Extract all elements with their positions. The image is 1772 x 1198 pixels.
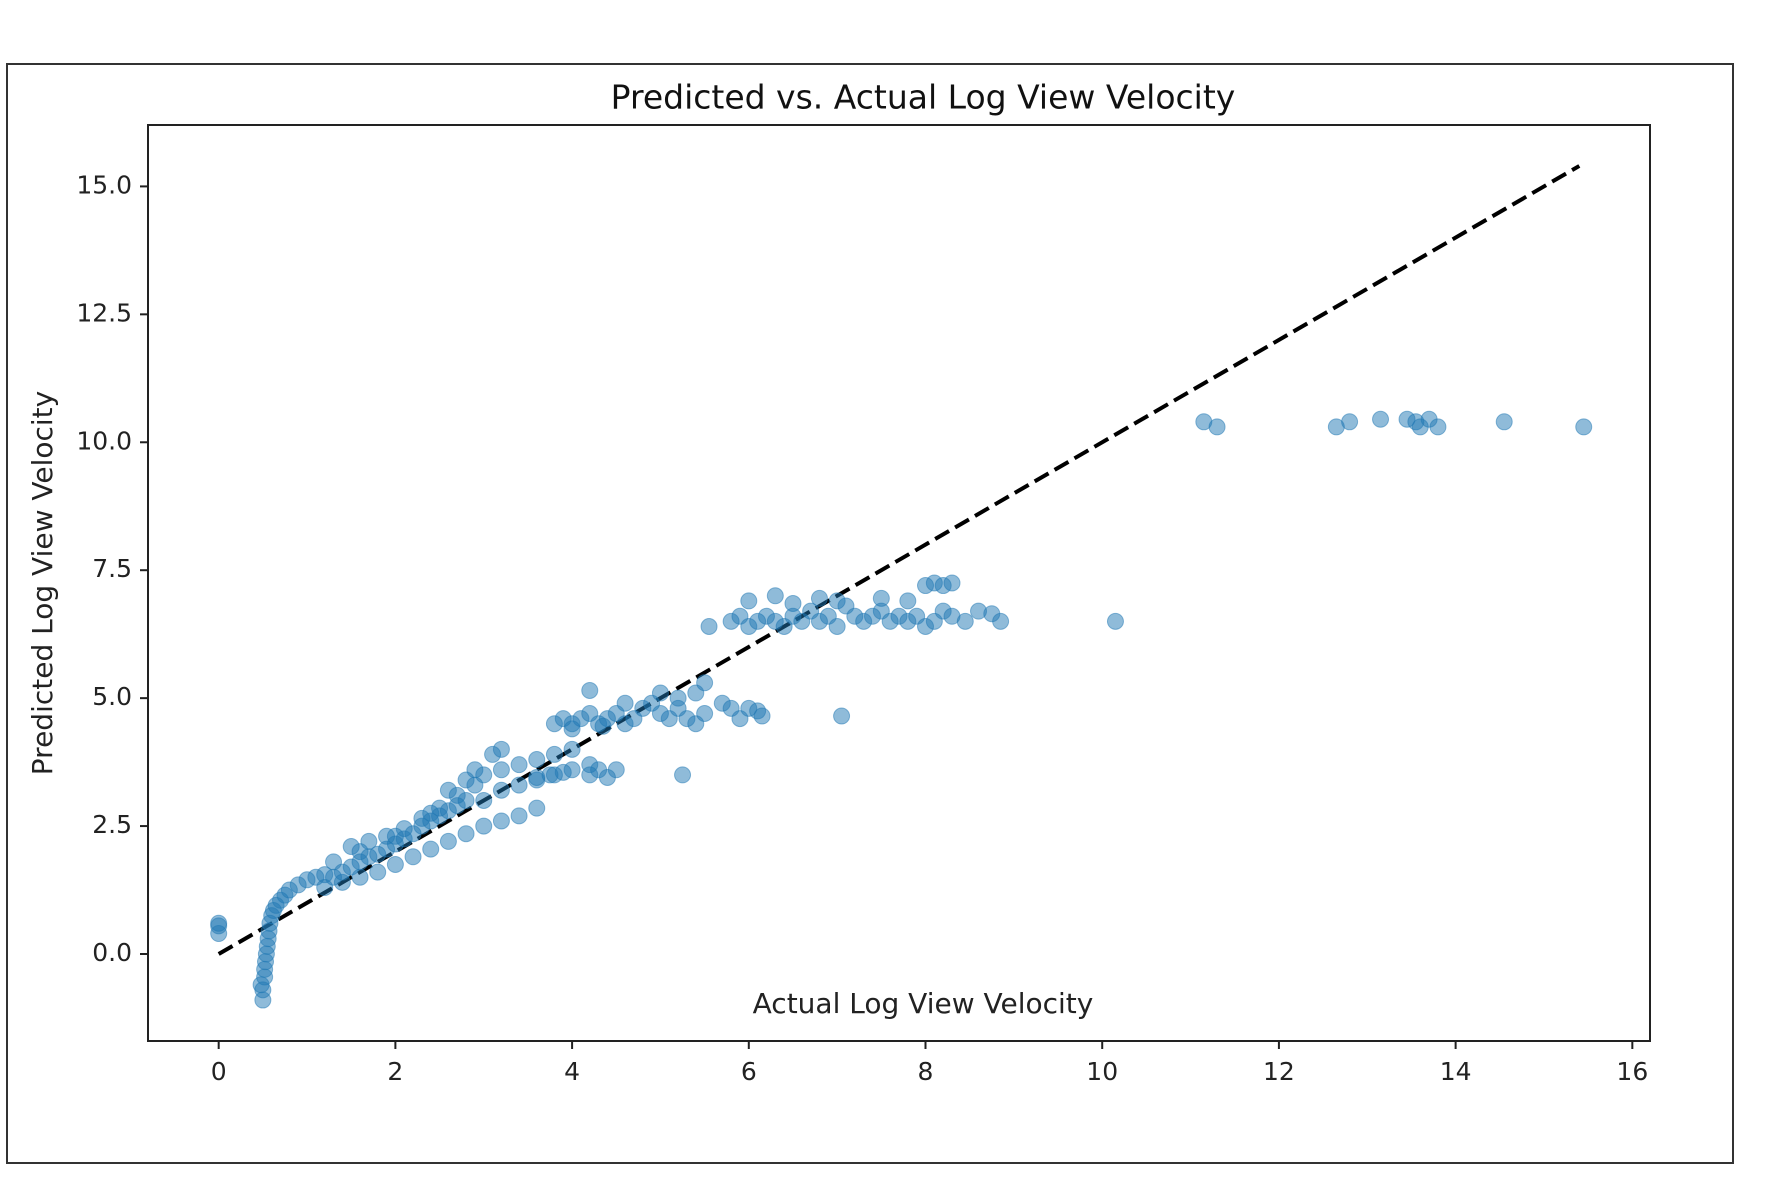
scatter-point bbox=[1372, 410, 1390, 428]
scatter-point bbox=[369, 863, 387, 881]
scatter-point bbox=[422, 804, 440, 822]
scatter-point bbox=[1575, 418, 1593, 436]
scatter-point bbox=[753, 707, 771, 725]
scatter-point bbox=[492, 812, 510, 830]
x-tick-label: 8 bbox=[918, 1057, 934, 1086]
scatter-point bbox=[386, 855, 404, 873]
scatter-point bbox=[598, 768, 616, 786]
scatter-point bbox=[325, 853, 343, 871]
scatter-point bbox=[833, 707, 851, 725]
scatter-point bbox=[492, 781, 510, 799]
scatter-point bbox=[899, 592, 917, 610]
figure-frame: Predicted vs. Actual Log View Velocity 0… bbox=[6, 63, 1734, 1164]
scatter-point bbox=[492, 740, 510, 758]
scatter-point bbox=[528, 799, 546, 817]
x-tick-label: 6 bbox=[741, 1057, 757, 1086]
scatter-point bbox=[581, 766, 599, 784]
scatter-point bbox=[1429, 418, 1447, 436]
y-tick-label: 10.0 bbox=[76, 426, 132, 455]
scatter-point bbox=[439, 832, 457, 850]
scatter-point bbox=[1495, 413, 1513, 431]
scatter-point bbox=[766, 587, 784, 605]
scatter-point bbox=[386, 827, 404, 845]
scatter-point bbox=[510, 776, 528, 794]
scatter-point bbox=[422, 840, 440, 858]
y-tick-label: 2.5 bbox=[92, 810, 132, 839]
scatter-point bbox=[700, 617, 718, 635]
x-tick-label: 4 bbox=[564, 1057, 580, 1086]
reference-line bbox=[217, 164, 1581, 956]
scatter-point bbox=[316, 878, 334, 896]
chart-title: Predicted vs. Actual Log View Velocity bbox=[611, 78, 1236, 117]
scatter-point bbox=[528, 768, 546, 786]
scatter-point bbox=[554, 763, 572, 781]
x-tick-label: 2 bbox=[387, 1057, 403, 1086]
x-tick-label: 10 bbox=[1086, 1057, 1118, 1086]
x-tick-label: 16 bbox=[1616, 1057, 1648, 1086]
scatter-point bbox=[466, 761, 484, 779]
x-tick-label: 0 bbox=[211, 1057, 227, 1086]
scatter-point bbox=[210, 914, 228, 932]
scatter-point bbox=[475, 817, 493, 835]
scatter-point bbox=[351, 843, 369, 861]
scatter-point bbox=[872, 589, 890, 607]
x-axis-label: Actual Log View Velocity bbox=[753, 987, 1094, 1020]
scatter-point bbox=[475, 791, 493, 809]
x-tick-label: 12 bbox=[1263, 1057, 1295, 1086]
scatter-point bbox=[616, 694, 634, 712]
scatter-point bbox=[1208, 418, 1226, 436]
scatter-point bbox=[439, 781, 457, 799]
scatter-point bbox=[956, 612, 974, 630]
scatter-point bbox=[581, 681, 599, 699]
scatter-point bbox=[333, 873, 351, 891]
scatter-point bbox=[492, 761, 510, 779]
y-tick-label: 0.0 bbox=[92, 938, 132, 967]
scatter-point bbox=[696, 674, 714, 692]
x-tick-label: 14 bbox=[1440, 1057, 1472, 1086]
scatter-point bbox=[992, 612, 1010, 630]
scatter-point bbox=[457, 825, 475, 843]
scatter-point bbox=[674, 766, 692, 784]
scatter-point bbox=[510, 756, 528, 774]
scatter-point bbox=[943, 574, 961, 592]
scatter-point bbox=[696, 704, 714, 722]
scatter-point bbox=[528, 751, 546, 769]
scatter-point bbox=[404, 848, 422, 866]
scatter-point bbox=[740, 592, 758, 610]
y-tick-label: 7.5 bbox=[92, 554, 132, 583]
y-axis-label: Predicted Log View Velocity bbox=[26, 391, 59, 775]
scatter-point bbox=[1341, 413, 1359, 431]
scatter-point bbox=[594, 717, 612, 735]
scatter-point bbox=[545, 745, 563, 763]
y-tick-label: 12.5 bbox=[76, 298, 132, 327]
scatter-point bbox=[970, 602, 988, 620]
scatter-point bbox=[828, 617, 846, 635]
scatter-point bbox=[784, 594, 802, 612]
y-tick-label: 5.0 bbox=[92, 682, 132, 711]
scatter-point bbox=[563, 720, 581, 738]
scatter-point bbox=[510, 807, 528, 825]
scatter-point bbox=[351, 868, 369, 886]
scatter-point bbox=[828, 592, 846, 610]
scatter-point bbox=[651, 684, 669, 702]
scatter-chart: Predicted vs. Actual Log View Velocity 0… bbox=[26, 78, 1651, 1086]
plot-area bbox=[147, 124, 1651, 1042]
scatter-point bbox=[669, 689, 687, 707]
scatter-point bbox=[1106, 612, 1124, 630]
scatter-point bbox=[810, 589, 828, 607]
scatter-point bbox=[563, 740, 581, 758]
y-tick-label: 15.0 bbox=[76, 170, 132, 199]
